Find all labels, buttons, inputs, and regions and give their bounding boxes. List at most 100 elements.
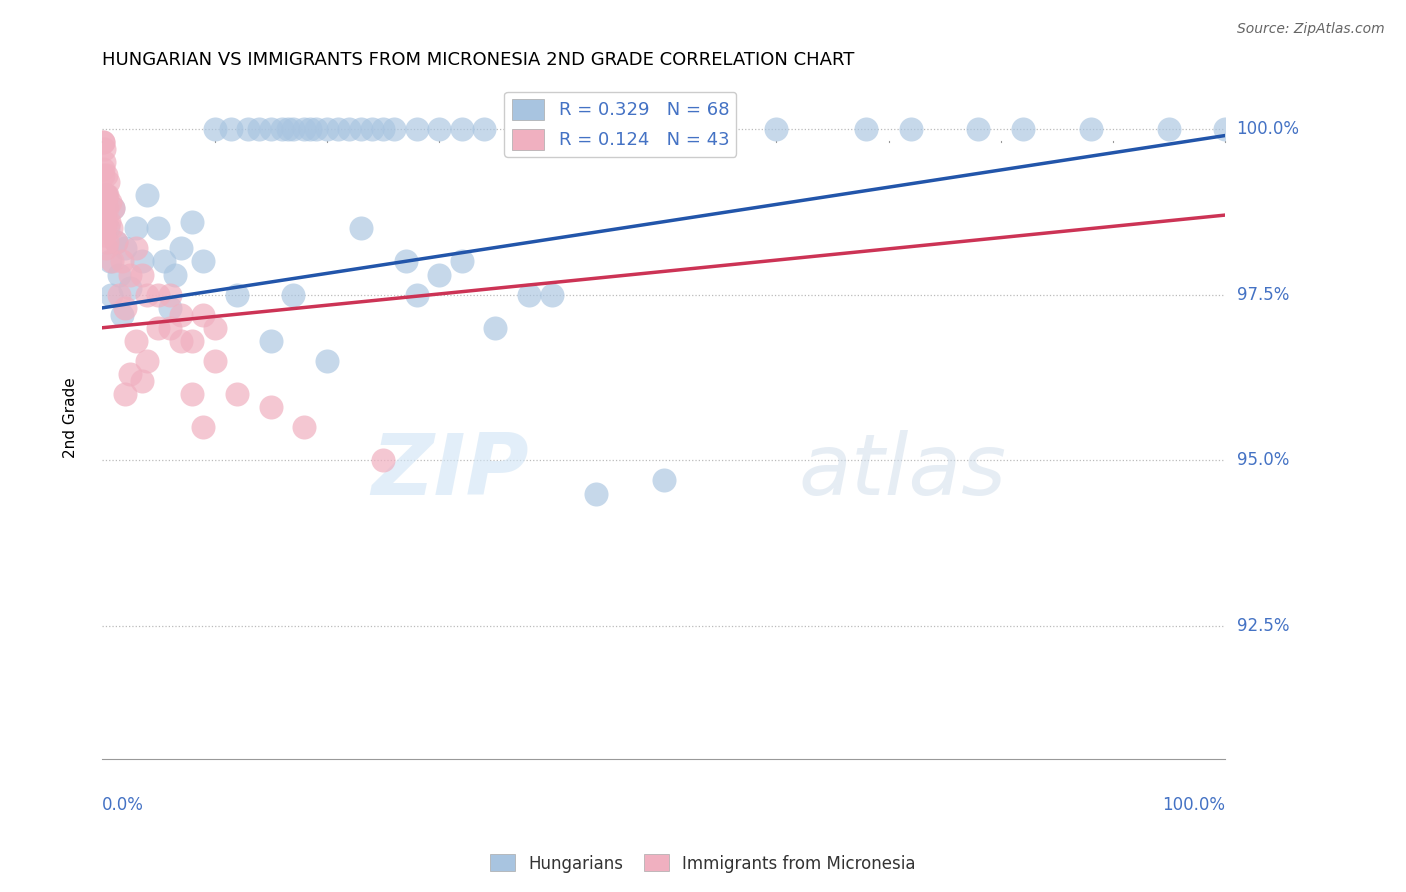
Point [131, 268, 153, 282]
Point [360, 121, 382, 136]
Point [299, 121, 322, 136]
Point [294, 121, 316, 136]
Point [204, 121, 226, 136]
Point [540, 121, 562, 136]
Text: HUNGARIAN VS IMMIGRANTS FROM MICRONESIA 2ND GRADE CORRELATION CHART: HUNGARIAN VS IMMIGRANTS FROM MICRONESIA … [103, 51, 855, 69]
Point [93, 208, 115, 222]
Point [114, 241, 136, 255]
Point [249, 121, 271, 136]
Point [98, 194, 121, 209]
Point [165, 268, 187, 282]
Point [260, 401, 283, 415]
Point [315, 121, 337, 136]
Point [148, 221, 170, 235]
Point [1012, 121, 1035, 136]
Point [93, 168, 115, 182]
Point [204, 354, 226, 368]
Text: 100.0%: 100.0% [1163, 797, 1226, 814]
Point [283, 121, 305, 136]
Point [337, 121, 360, 136]
Point [96, 235, 118, 249]
Point [855, 121, 877, 136]
Point [136, 354, 159, 368]
Point [1080, 121, 1102, 136]
Point [193, 420, 215, 434]
Text: Source: ZipAtlas.com: Source: ZipAtlas.com [1237, 22, 1385, 37]
Point [94, 215, 117, 229]
Point [93, 221, 115, 235]
Text: 2nd Grade: 2nd Grade [63, 377, 79, 458]
Point [96, 202, 118, 216]
Point [100, 287, 122, 301]
Point [93, 142, 115, 156]
Point [226, 287, 249, 301]
Point [371, 453, 394, 467]
Point [93, 188, 115, 202]
Point [585, 486, 607, 500]
Point [382, 121, 405, 136]
Point [260, 334, 283, 348]
Point [93, 135, 115, 149]
Point [540, 287, 562, 301]
Point [114, 301, 136, 315]
Point [136, 188, 159, 202]
Point [93, 155, 115, 169]
Point [1215, 121, 1237, 136]
Point [131, 254, 153, 268]
Point [111, 254, 134, 268]
Point [159, 301, 181, 315]
Legend: Hungarians, Immigrants from Micronesia: Hungarians, Immigrants from Micronesia [484, 847, 922, 880]
Text: ZIP: ZIP [371, 431, 529, 514]
Point [108, 268, 131, 282]
Point [170, 308, 193, 322]
Point [104, 235, 127, 249]
Point [326, 121, 349, 136]
Point [294, 420, 316, 434]
Point [277, 121, 299, 136]
Point [221, 121, 243, 136]
Point [585, 121, 607, 136]
Point [967, 121, 990, 136]
Point [450, 121, 472, 136]
Point [181, 387, 204, 401]
Point [125, 241, 148, 255]
Point [349, 121, 371, 136]
Point [96, 188, 118, 202]
Point [450, 254, 472, 268]
Point [517, 121, 540, 136]
Legend: R = 0.329   N = 68, R = 0.124   N = 43: R = 0.329 N = 68, R = 0.124 N = 43 [505, 92, 737, 157]
Point [120, 367, 142, 381]
Text: 97.5%: 97.5% [1237, 285, 1289, 303]
Text: 92.5%: 92.5% [1237, 617, 1289, 635]
Point [103, 202, 125, 216]
Point [349, 221, 371, 235]
Point [193, 308, 215, 322]
Point [148, 287, 170, 301]
Point [97, 221, 120, 235]
Point [170, 334, 193, 348]
Point [204, 320, 226, 334]
Point [153, 254, 176, 268]
Point [104, 235, 127, 249]
Point [93, 202, 115, 216]
Point [103, 202, 125, 216]
Point [111, 308, 134, 322]
Point [472, 121, 495, 136]
Point [765, 121, 787, 136]
Point [283, 287, 305, 301]
Text: 0.0%: 0.0% [103, 797, 143, 814]
Point [97, 215, 120, 229]
Point [136, 287, 159, 301]
Text: 95.0%: 95.0% [1237, 451, 1289, 469]
Point [98, 254, 121, 268]
Point [238, 121, 260, 136]
Point [260, 121, 283, 136]
Point [315, 354, 337, 368]
Point [93, 161, 115, 176]
Point [394, 254, 416, 268]
Point [93, 227, 115, 242]
Point [371, 121, 394, 136]
Point [94, 188, 117, 202]
Point [148, 320, 170, 334]
Point [517, 287, 540, 301]
